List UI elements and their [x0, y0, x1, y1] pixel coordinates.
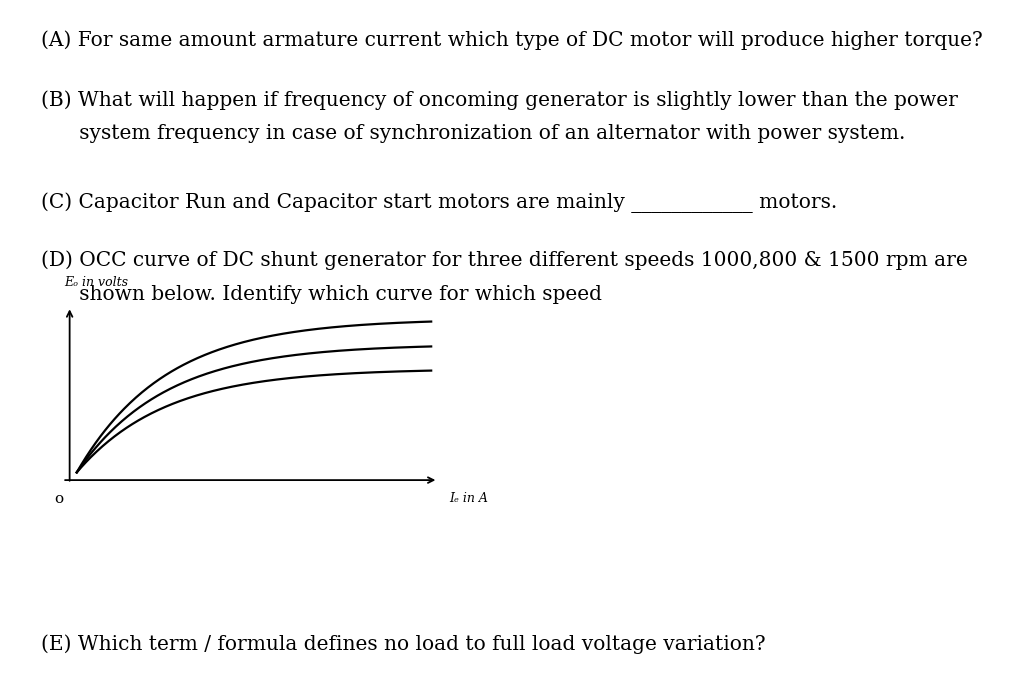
Text: Iₑ in A: Iₑ in A [450, 492, 488, 505]
Text: o: o [54, 492, 63, 506]
Text: (D) OCC curve of DC shunt generator for three different speeds 1000,800 & 1500 r: (D) OCC curve of DC shunt generator for … [41, 251, 968, 270]
Text: (C) Capacitor Run and Capacitor start motors are mainly ____________ motors.: (C) Capacitor Run and Capacitor start mo… [41, 192, 838, 212]
Text: Eₒ in volts: Eₒ in volts [65, 276, 129, 289]
Text: shown below. Identify which curve for which speed: shown below. Identify which curve for wh… [41, 285, 602, 304]
Text: (E) Which term / formula defines no load to full load voltage variation?: (E) Which term / formula defines no load… [41, 635, 766, 654]
Text: (A) For same amount armature current which type of DC motor will produce higher : (A) For same amount armature current whi… [41, 31, 983, 50]
Text: (B) What will happen if frequency of oncoming generator is slightly lower than t: (B) What will happen if frequency of onc… [41, 90, 957, 110]
Text: system frequency in case of synchronization of an alternator with power system.: system frequency in case of synchronizat… [41, 124, 905, 143]
